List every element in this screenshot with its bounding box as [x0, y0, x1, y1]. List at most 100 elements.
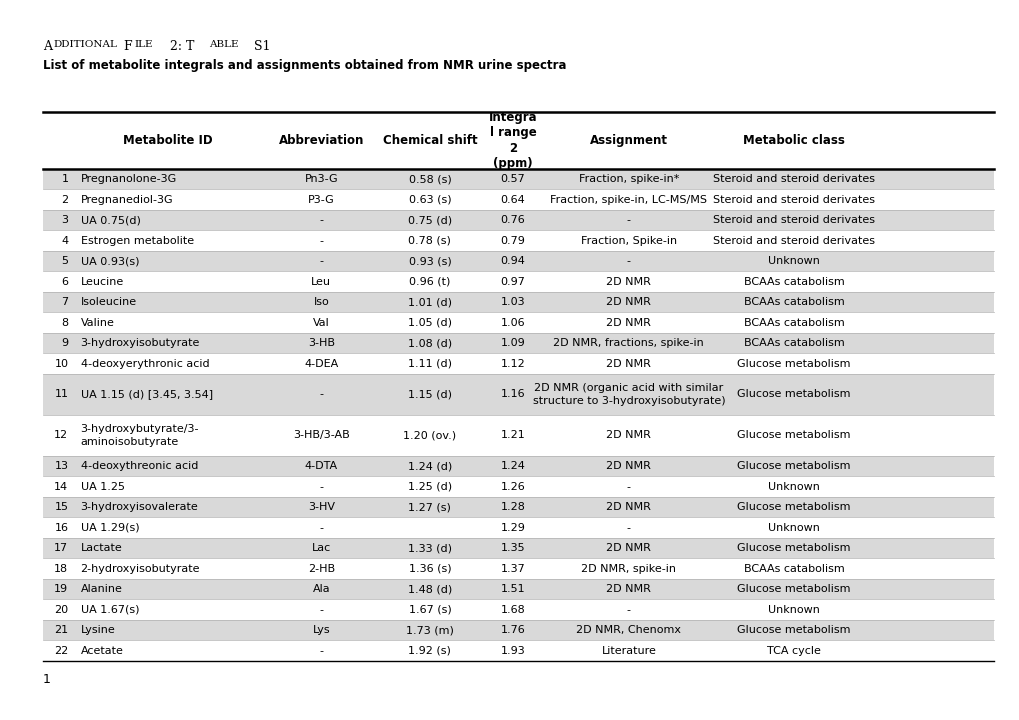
- Text: 12: 12: [54, 431, 68, 441]
- Text: -: -: [319, 646, 323, 656]
- Text: 3-HB/3-AB: 3-HB/3-AB: [292, 431, 350, 441]
- Text: Isoleucine: Isoleucine: [81, 297, 137, 307]
- Text: Glucose metabolism: Glucose metabolism: [737, 462, 850, 471]
- Text: -: -: [627, 523, 630, 533]
- Text: 2-HB: 2-HB: [308, 564, 334, 574]
- Text: 1.26: 1.26: [500, 482, 525, 492]
- Bar: [43, 374, 994, 415]
- Text: 1.12: 1.12: [500, 359, 525, 369]
- Bar: [43, 169, 994, 189]
- Text: 1.68: 1.68: [500, 605, 525, 615]
- Text: Unknown: Unknown: [767, 256, 819, 266]
- Text: 2-hydroxyisobutyrate: 2-hydroxyisobutyrate: [81, 564, 200, 574]
- Text: 2D NMR: 2D NMR: [606, 297, 650, 307]
- Text: Lactate: Lactate: [81, 543, 122, 553]
- Bar: [43, 497, 994, 518]
- Text: Ala: Ala: [312, 584, 330, 594]
- Text: 2D NMR: 2D NMR: [606, 503, 650, 512]
- Text: 0.93 (s): 0.93 (s): [409, 256, 450, 266]
- Text: Fraction, spike-in, LC-MS/MS: Fraction, spike-in, LC-MS/MS: [550, 194, 706, 204]
- Text: 10: 10: [54, 359, 68, 369]
- Text: 1.15 (d): 1.15 (d): [408, 390, 451, 400]
- Text: 0.97: 0.97: [500, 276, 525, 287]
- Text: 0.76: 0.76: [500, 215, 525, 225]
- Text: Valine: Valine: [81, 318, 114, 328]
- Text: Steroid and steroid derivates: Steroid and steroid derivates: [712, 215, 874, 225]
- Text: Steroid and steroid derivates: Steroid and steroid derivates: [712, 174, 874, 184]
- Text: 1: 1: [43, 673, 51, 686]
- Text: Steroid and steroid derivates: Steroid and steroid derivates: [712, 235, 874, 246]
- Text: 1.93: 1.93: [500, 646, 525, 656]
- Text: A: A: [43, 40, 52, 53]
- Text: 1.20 (ov.): 1.20 (ov.): [403, 431, 457, 441]
- Text: 1.21: 1.21: [500, 431, 525, 441]
- Text: Alanine: Alanine: [81, 584, 122, 594]
- Bar: [43, 456, 994, 477]
- Text: Estrogen metabolite: Estrogen metabolite: [81, 235, 194, 246]
- Text: -: -: [627, 482, 630, 492]
- Text: 1.48 (d): 1.48 (d): [408, 584, 451, 594]
- Text: 1.28: 1.28: [500, 503, 525, 512]
- Text: 20: 20: [54, 605, 68, 615]
- Text: 0.79: 0.79: [500, 235, 525, 246]
- Text: -: -: [627, 256, 630, 266]
- Text: 0.75 (d): 0.75 (d): [408, 215, 451, 225]
- Text: Steroid and steroid derivates: Steroid and steroid derivates: [712, 194, 874, 204]
- Text: 1.06: 1.06: [500, 318, 525, 328]
- Text: 1.09: 1.09: [500, 338, 525, 348]
- Text: 7: 7: [61, 297, 68, 307]
- Text: Pn3-G: Pn3-G: [305, 174, 337, 184]
- Text: Glucose metabolism: Glucose metabolism: [737, 431, 850, 441]
- Text: 2: 2: [61, 194, 68, 204]
- Text: UA 0.75(d): UA 0.75(d): [81, 215, 141, 225]
- Text: Literature: Literature: [601, 646, 655, 656]
- Text: -: -: [319, 256, 323, 266]
- Text: -: -: [319, 390, 323, 400]
- Text: Fraction, spike-in*: Fraction, spike-in*: [578, 174, 679, 184]
- Text: 1.76: 1.76: [500, 625, 525, 635]
- Text: 3-hydroxyisovalerate: 3-hydroxyisovalerate: [81, 503, 198, 512]
- Text: 1.33 (d): 1.33 (d): [408, 543, 451, 553]
- Text: Lysine: Lysine: [81, 625, 115, 635]
- Text: -: -: [319, 523, 323, 533]
- Bar: [43, 538, 994, 559]
- Bar: [43, 620, 994, 641]
- Text: 3-hydroxyisobutyrate: 3-hydroxyisobutyrate: [81, 338, 200, 348]
- Text: 0.96 (t): 0.96 (t): [409, 276, 450, 287]
- Text: ABLE: ABLE: [209, 40, 238, 49]
- Text: -: -: [319, 235, 323, 246]
- Text: 8: 8: [61, 318, 68, 328]
- Text: 1.03: 1.03: [500, 297, 525, 307]
- Text: 2D NMR: 2D NMR: [606, 584, 650, 594]
- Text: Leucine: Leucine: [81, 276, 123, 287]
- Text: 1.24 (d): 1.24 (d): [408, 462, 451, 471]
- Text: 13: 13: [54, 462, 68, 471]
- Text: List of metabolite integrals and assignments obtained from NMR urine spectra: List of metabolite integrals and assignm…: [43, 59, 566, 72]
- Text: 3: 3: [61, 215, 68, 225]
- Text: Abbreviation: Abbreviation: [278, 134, 364, 147]
- Text: 1.36 (s): 1.36 (s): [409, 564, 450, 574]
- Text: 17: 17: [54, 543, 68, 553]
- Text: Assignment: Assignment: [589, 134, 667, 147]
- Text: Leu: Leu: [311, 276, 331, 287]
- Bar: [43, 579, 994, 600]
- Text: S1: S1: [250, 40, 270, 53]
- Text: Acetate: Acetate: [81, 646, 123, 656]
- Text: 1.05 (d): 1.05 (d): [408, 318, 451, 328]
- Text: 1: 1: [61, 174, 68, 184]
- Text: UA 1.29(s): UA 1.29(s): [81, 523, 139, 533]
- Text: 1.35: 1.35: [500, 543, 525, 553]
- Text: BCAAs catabolism: BCAAs catabolism: [743, 297, 844, 307]
- Text: Glucose metabolism: Glucose metabolism: [737, 543, 850, 553]
- Text: 4-deoxyerythronic acid: 4-deoxyerythronic acid: [81, 359, 209, 369]
- Text: 18: 18: [54, 564, 68, 574]
- Text: Glucose metabolism: Glucose metabolism: [737, 625, 850, 635]
- Text: Metabolic class: Metabolic class: [743, 134, 844, 147]
- Text: 3-HV: 3-HV: [308, 503, 334, 512]
- Text: 4-DTA: 4-DTA: [305, 462, 337, 471]
- Text: 21: 21: [54, 625, 68, 635]
- Text: 1.37: 1.37: [500, 564, 525, 574]
- Text: Integra
l range
2
(ppm): Integra l range 2 (ppm): [488, 111, 537, 170]
- Text: 1.11 (d): 1.11 (d): [408, 359, 451, 369]
- Bar: [43, 292, 994, 312]
